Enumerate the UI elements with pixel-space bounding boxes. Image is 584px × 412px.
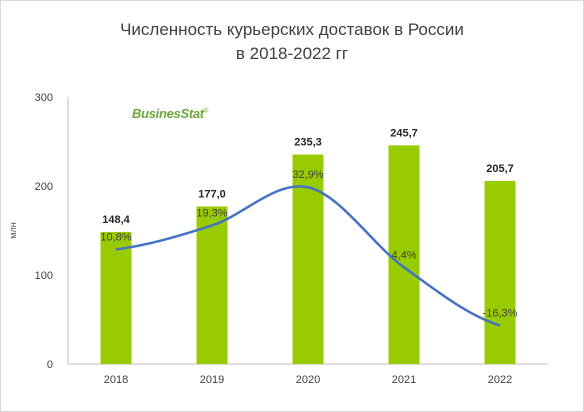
chart-title-line-1: Численность курьерских доставок в России	[120, 20, 464, 39]
growth-line	[115, 185, 501, 327]
bar-value-label: 177,0	[198, 188, 226, 200]
x-tick-label: 2021	[392, 374, 416, 386]
y-tick-label: 0	[47, 359, 53, 371]
growth-label: 10,8%	[100, 231, 131, 243]
chart-title: Численность курьерских доставок в России…	[0, 18, 584, 66]
bar	[100, 231, 132, 364]
y-tick-label: 100	[35, 270, 53, 282]
bar-value-label: 245,7	[390, 127, 418, 139]
bar-value-label: 205,7	[486, 163, 514, 175]
growth-label: -16,3%	[483, 307, 518, 319]
y-axis-label: млн	[8, 222, 18, 238]
growth-label: 19,3%	[196, 207, 227, 219]
x-tick-label: 2020	[296, 374, 320, 386]
chart-title-line-2: в 2018-2022 гг	[235, 44, 349, 63]
businesstat-logo: BusinesStat®	[132, 106, 208, 121]
bar	[292, 154, 324, 364]
growth-label: 4,4%	[391, 249, 416, 261]
x-tick-label: 2019	[200, 374, 224, 386]
bar-value-label: 148,4	[102, 214, 130, 226]
x-tick-label: 2022	[488, 374, 512, 386]
bar-value-label: 235,3	[294, 137, 322, 149]
y-tick-label: 300	[35, 92, 53, 104]
bar	[388, 145, 420, 364]
growth-label: 32,9%	[292, 169, 323, 181]
bar	[484, 180, 516, 364]
bar	[196, 206, 228, 364]
x-tick-label: 2018	[104, 374, 128, 386]
y-tick-label: 200	[35, 181, 53, 193]
